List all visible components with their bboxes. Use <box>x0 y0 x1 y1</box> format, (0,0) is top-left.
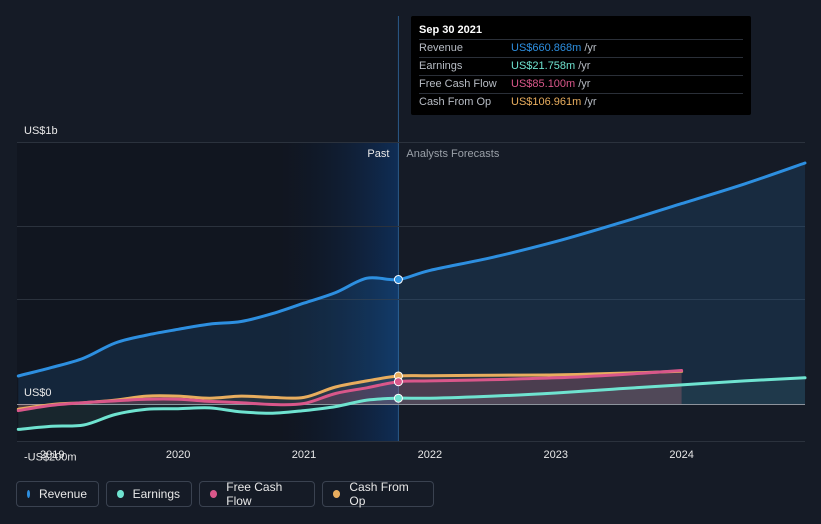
tooltip-value: US$21.758m <box>511 60 576 72</box>
y-axis-label: US$0 <box>24 387 52 399</box>
x-axis-tick-label: 2020 <box>166 449 190 461</box>
legend-item-cash-from-op[interactable]: Cash From Op <box>322 480 434 508</box>
forecast-label: Analysts Forecasts <box>406 148 499 160</box>
tooltip-value: US$106.961m <box>511 96 582 108</box>
x-axis-tick-label: 2022 <box>418 449 442 461</box>
line-earnings <box>16 376 807 431</box>
x-axis-tick-label: 2024 <box>669 449 693 461</box>
tooltip-value: US$85.100m <box>511 78 576 90</box>
tooltip-row-revenue: Revenue US$660.868m /yr <box>419 39 743 57</box>
series-lines <box>16 161 807 431</box>
marker-free-cash-flow <box>393 377 403 387</box>
tooltip-label: Revenue <box>419 42 464 54</box>
tooltip-unit: /yr <box>578 60 591 72</box>
x-axis-tick-label: 2023 <box>544 449 568 461</box>
marker-earnings <box>393 393 403 403</box>
tooltip-unit: /yr <box>584 96 597 108</box>
past-label: Past <box>367 148 389 160</box>
line-revenue <box>16 161 807 378</box>
legend-dot-icon <box>333 490 341 498</box>
legend-label: Cash From Op <box>349 480 409 508</box>
legend-dot-icon <box>27 490 30 498</box>
legend-label: Earnings <box>132 487 180 501</box>
tooltip-row-earnings: Earnings US$21.758m /yr <box>419 57 743 75</box>
tooltip-unit: /yr <box>584 42 597 54</box>
tooltip-value: US$660.868m <box>511 42 582 54</box>
hover-markers <box>393 275 403 403</box>
legend-dot-icon <box>210 490 218 498</box>
y-axis-label: -US$200m <box>24 451 77 463</box>
legend-item-earnings[interactable]: Earnings <box>106 481 192 507</box>
tooltip-row-cash-from-op: Cash From Op US$106.961m /yr <box>419 93 743 111</box>
tooltip-label: Free Cash Flow <box>419 78 497 90</box>
legend-dot-icon <box>117 490 124 498</box>
area-revenue <box>18 163 806 404</box>
line-free-cash-flow <box>16 369 684 413</box>
tooltip-row-free-cash-flow: Free Cash Flow US$85.100m /yr <box>419 75 743 93</box>
hover-tooltip: Sep 30 2021 Revenue US$660.868m /yr Earn… <box>411 16 751 115</box>
legend: Revenue Earnings Free Cash Flow Cash Fro… <box>16 480 434 508</box>
gridlines <box>17 142 805 442</box>
legend-label: Revenue <box>38 487 87 501</box>
x-axis-tick-label: 2021 <box>292 449 316 461</box>
tooltip-unit: /yr <box>578 78 591 90</box>
tooltip-date: Sep 30 2021 <box>419 24 482 36</box>
tooltip-label: Earnings <box>419 60 463 72</box>
y-axis-label: US$1b <box>24 125 58 137</box>
marker-revenue <box>393 275 403 285</box>
legend-item-free-cash-flow[interactable]: Free Cash Flow <box>199 480 315 508</box>
legend-item-revenue[interactable]: Revenue <box>16 481 99 507</box>
tooltip-label: Cash From Op <box>419 96 492 108</box>
legend-label: Free Cash Flow <box>226 480 283 508</box>
x-axis-tick-label: 2019 <box>40 449 64 461</box>
